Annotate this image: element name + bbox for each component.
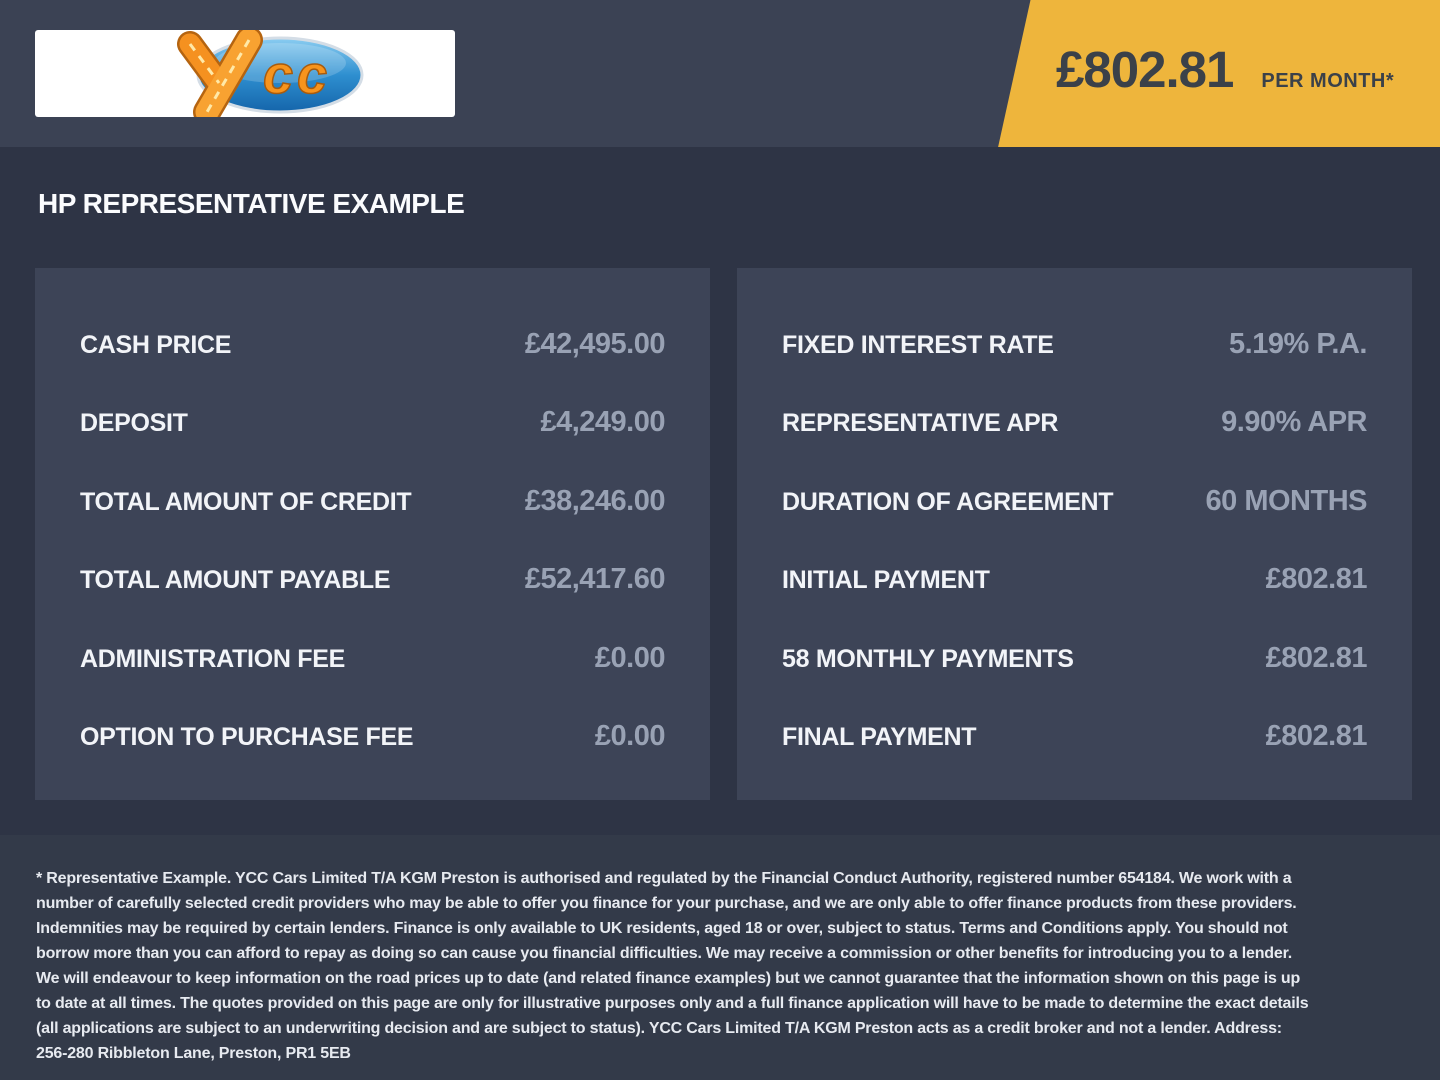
finance-row-total-payable: TOTAL AMOUNT PAYABLE £52,417.60 [80,563,666,596]
footer-band: * Representative Example. YCC Cars Limit… [0,835,1440,1080]
row-value: £0.00 [594,641,666,674]
finance-panel-left: CASH PRICE £42,495.00 DEPOSIT £4,249.00 … [35,268,710,800]
finance-row-interest-rate: FIXED INTEREST RATE 5.19% P.A. [782,328,1367,361]
row-label: FIXED INTEREST RATE [782,331,1054,359]
row-value: £802.81 [1265,641,1368,674]
finance-row-cash-price: CASH PRICE £42,495.00 [80,328,666,361]
finance-row-final-payment: FINAL PAYMENT £802.81 [782,719,1368,753]
row-label: OPTION TO PURCHASE FEE [80,722,414,751]
finance-row-initial-payment: INITIAL PAYMENT £802.81 [782,563,1368,596]
row-value: £0.00 [594,719,666,752]
row-value: £802.81 [1265,563,1368,596]
row-value: 60 MONTHS [1205,484,1368,517]
row-label: INITIAL PAYMENT [782,566,990,595]
row-value: £802.81 [1265,719,1368,752]
finance-panel-right: FIXED INTEREST RATE 5.19% P.A. REPRESENT… [737,268,1412,800]
finance-row-deposit: DEPOSIT £4,249.00 [80,406,665,439]
row-label: DEPOSIT [80,409,188,438]
finance-row-option-fee: OPTION TO PURCHASE FEE £0.00 [80,719,666,753]
logo-y-road [177,30,263,117]
ycc-logo: cc [35,30,455,117]
row-label: TOTAL AMOUNT PAYABLE [80,566,391,595]
price-period-label: PER MONTH* [1261,70,1395,92]
logo-cc-text: cc [263,45,331,105]
row-label: REPRESENTATIVE APR [782,409,1059,438]
row-value: £52,417.60 [524,563,666,596]
row-value: 9.90% APR [1221,406,1367,439]
finance-row-admin-fee: ADMINISTRATION FEE £0.00 [80,641,666,675]
header-band: cc £802.81 PER MONTH* [0,0,1440,147]
price-banner: £802.81 PER MONTH* [998,0,1440,147]
finance-row-total-credit: TOTAL AMOUNT OF CREDIT £38,246.00 [80,484,666,518]
row-label: CASH PRICE [80,331,232,359]
finance-row-duration: DURATION OF AGREEMENT 60 MONTHS [782,484,1368,518]
row-label: DURATION OF AGREEMENT [782,487,1114,516]
ycc-logo-graphic: cc [177,30,364,117]
row-value: £4,249.00 [540,406,665,439]
row-label: FINAL PAYMENT [782,722,977,751]
finance-row-apr: REPRESENTATIVE APR 9.90% APR [782,406,1367,439]
row-value: £42,495.00 [524,328,666,360]
finance-row-monthly-payments: 58 MONTHLY PAYMENTS £802.81 [782,641,1368,675]
row-label: ADMINISTRATION FEE [80,644,345,673]
row-value: £38,246.00 [524,484,666,517]
disclaimer-text: * Representative Example. YCC Cars Limit… [36,870,1309,1062]
row-label: 58 MONTHLY PAYMENTS [782,644,1074,673]
page-title: HP REPRESENTATIVE EXAMPLE [38,188,465,219]
row-label: TOTAL AMOUNT OF CREDIT [80,487,412,516]
row-value: 5.19% P.A. [1229,328,1367,360]
monthly-price: £802.81 [1056,41,1234,98]
